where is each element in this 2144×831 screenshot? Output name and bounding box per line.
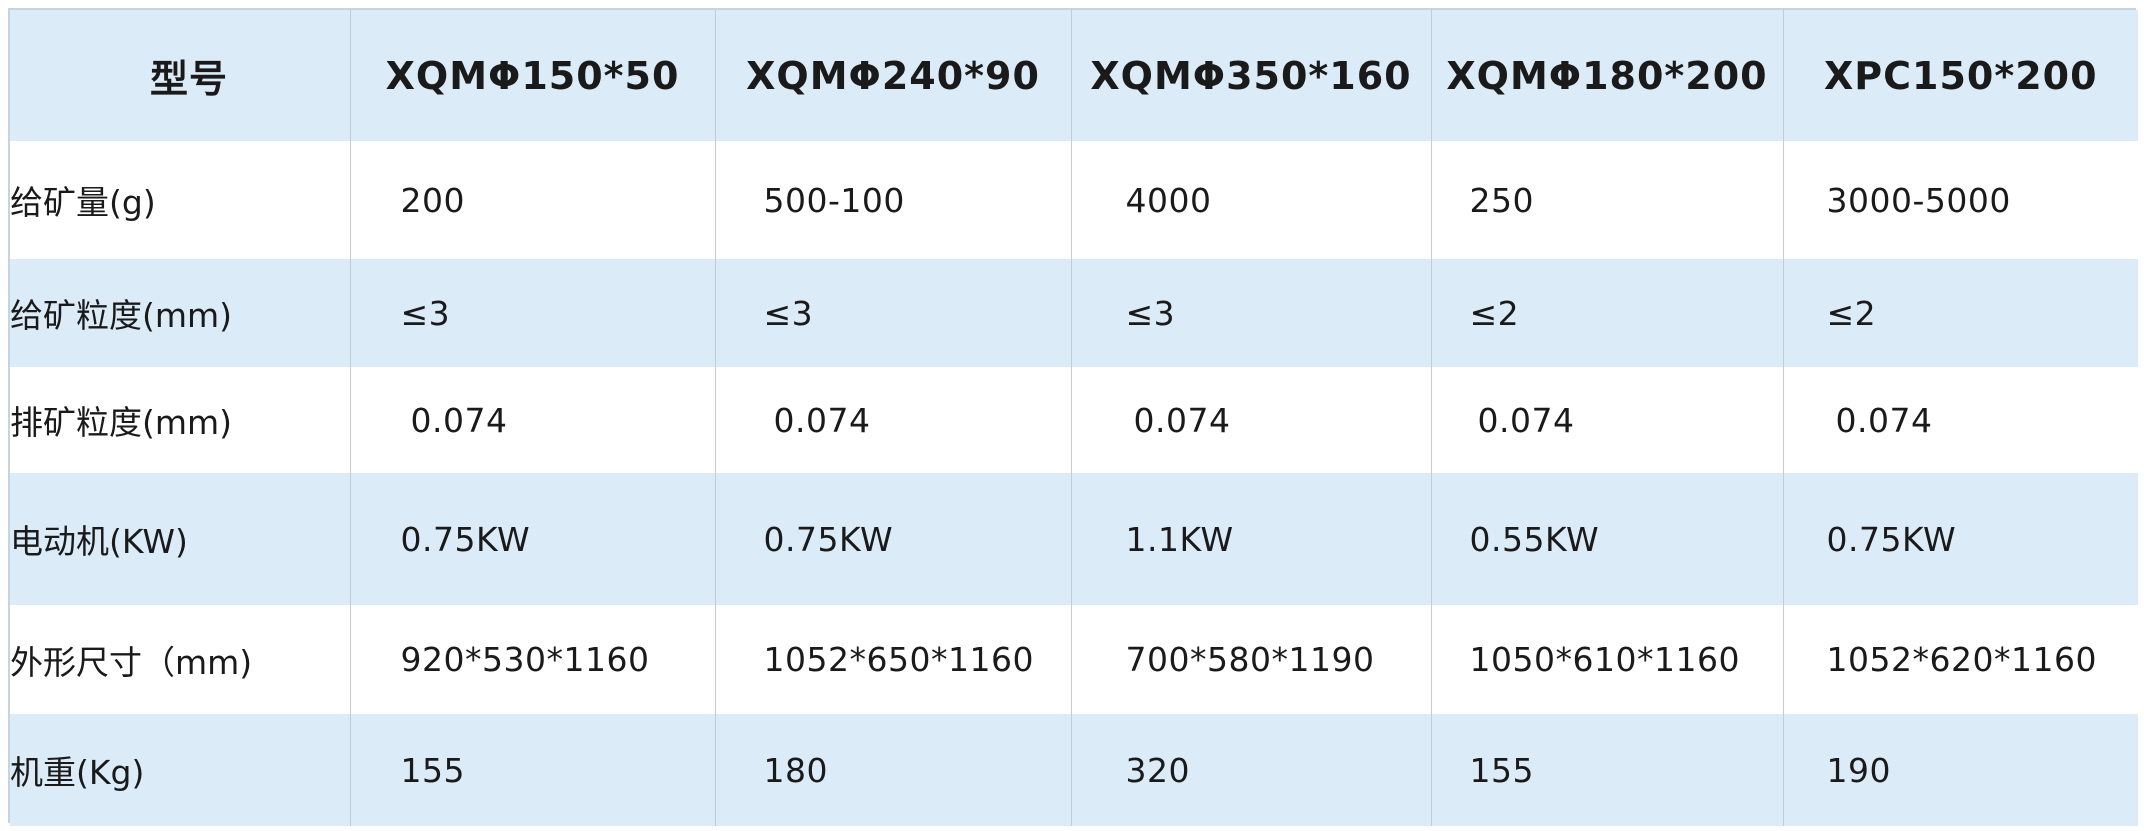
table-cell: 190: [1782, 714, 2138, 826]
table-cell: 1050*610*1160: [1430, 605, 1783, 714]
spec-table-container: 型号 XQMΦ150*50 XQMΦ240*90 XQMΦ350*160 XQM…: [8, 8, 2138, 826]
table-cell: 0.75KW: [349, 473, 715, 605]
table-row: 排矿粒度(mm) 0.074 0.074 0.074 0.074 0.074: [10, 367, 2138, 473]
table-cell: 200: [349, 141, 715, 259]
table-cell: 1.1KW: [1070, 473, 1431, 605]
table-cell: ≤3: [714, 259, 1071, 367]
table-cell: 0.074: [1070, 367, 1431, 473]
row-label-discharge-size: 排矿粒度(mm): [10, 403, 233, 442]
row-label-motor: 电动机(KW): [10, 522, 188, 561]
table-cell: 0.75KW: [714, 473, 1071, 605]
table-cell: 700*580*1190: [1070, 605, 1431, 714]
table-cell: 4000: [1070, 141, 1431, 259]
table-row: 机重(Kg) 155 180 320 155 190: [10, 714, 2138, 826]
header-model-5: XPC150*200: [1782, 10, 2138, 141]
table-cell: ≤2: [1782, 259, 2138, 367]
table-cell: 0.074: [1430, 367, 1783, 473]
table-row: 外形尺寸（mm) 920*530*1160 1052*650*1160 700*…: [10, 605, 2138, 714]
table-cell: 0.074: [349, 367, 715, 473]
table-cell: 155: [1430, 714, 1783, 826]
header-model-3: XQMΦ350*160: [1070, 10, 1431, 141]
table-cell: 0.55KW: [1430, 473, 1783, 605]
spec-table: 型号 XQMΦ150*50 XQMΦ240*90 XQMΦ350*160 XQM…: [10, 10, 2138, 826]
table-cell: 1052*650*1160: [714, 605, 1071, 714]
table-cell: ≤3: [1070, 259, 1431, 367]
row-label-weight: 机重(Kg): [10, 753, 145, 792]
table-cell: 155: [349, 714, 715, 826]
table-cell: 250: [1430, 141, 1783, 259]
header-model-4: XQMΦ180*200: [1430, 10, 1783, 141]
table-header-row: 型号 XQMΦ150*50 XQMΦ240*90 XQMΦ350*160 XQM…: [10, 10, 2138, 141]
table-cell: ≤3: [349, 259, 715, 367]
header-model-label: 型号: [150, 57, 229, 101]
table-cell: 180: [714, 714, 1071, 826]
row-label-feed-size: 给矿粒度(mm): [10, 296, 233, 335]
table-cell: 500-100: [714, 141, 1071, 259]
table-cell: ≤2: [1430, 259, 1783, 367]
table-cell: 320: [1070, 714, 1431, 826]
row-label-dimensions: 外形尺寸（mm): [10, 642, 253, 682]
table-cell: 0.75KW: [1782, 473, 2138, 605]
table-cell: 0.074: [1782, 367, 2138, 473]
table-cell: 0.074: [714, 367, 1071, 473]
header-model-1: XQMΦ150*50: [349, 10, 715, 141]
table-cell: 920*530*1160: [349, 605, 715, 714]
table-cell: 3000-5000: [1782, 141, 2138, 259]
table-cell: 1052*620*1160: [1782, 605, 2138, 714]
row-label-feed-amount: 给矿量(g): [10, 183, 156, 222]
header-model-2: XQMΦ240*90: [714, 10, 1071, 141]
table-row: 给矿粒度(mm) ≤3 ≤3 ≤3 ≤2 ≤2: [10, 259, 2138, 367]
table-row: 给矿量(g) 200 500-100 4000 250 3000-5000: [10, 141, 2138, 259]
table-row: 电动机(KW) 0.75KW 0.75KW 1.1KW 0.55KW 0.75K…: [10, 473, 2138, 605]
